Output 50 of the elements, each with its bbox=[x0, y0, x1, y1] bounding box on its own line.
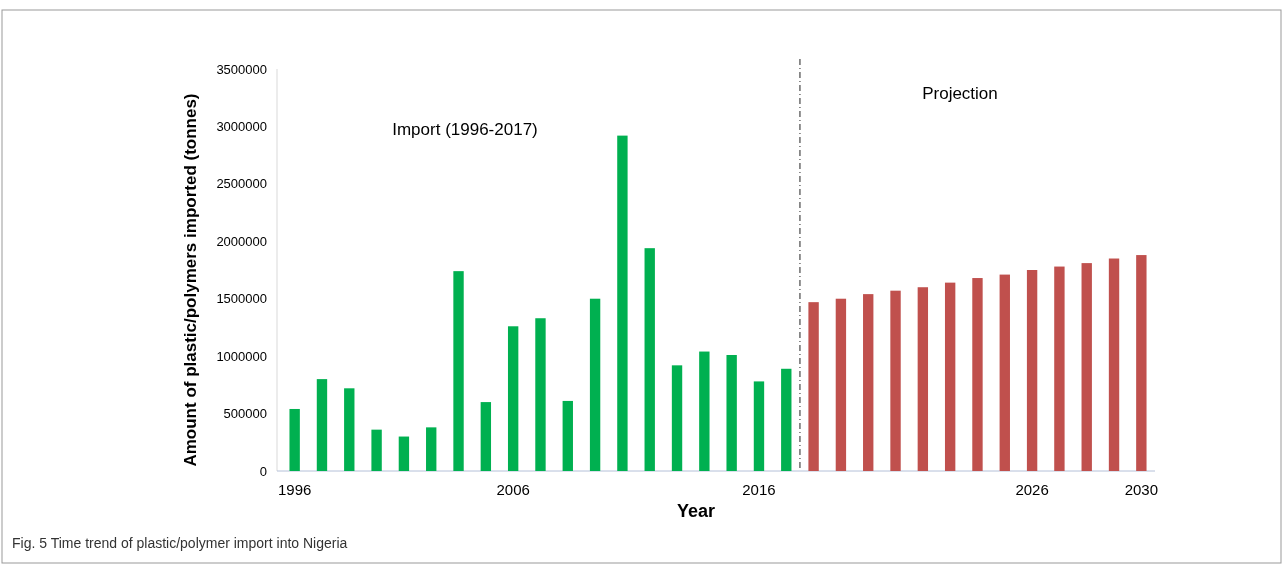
y-tick-label: 3500000 bbox=[216, 61, 267, 77]
bar bbox=[535, 318, 546, 471]
bar bbox=[316, 379, 328, 471]
bar bbox=[644, 248, 655, 471]
y-tick-label: 500000 bbox=[223, 406, 267, 422]
y-tick-label: 0 bbox=[259, 463, 267, 479]
y-tick-label: 1000000 bbox=[216, 348, 267, 364]
bar bbox=[944, 282, 956, 471]
x-tick-label: 2030 bbox=[1124, 481, 1159, 498]
bar bbox=[726, 354, 737, 471]
bar bbox=[507, 326, 519, 471]
y-axis-title: Amount of plastic/polymers imported (tonnes) bbox=[181, 93, 200, 467]
bar bbox=[890, 290, 901, 471]
bar bbox=[1026, 270, 1038, 471]
bar bbox=[808, 302, 819, 471]
bar bbox=[1108, 258, 1120, 471]
x-tick-label: 2006 bbox=[496, 481, 530, 498]
bar bbox=[835, 298, 847, 471]
caption: Fig. 5 Time trend of plastic/polymer import into Nigeria bbox=[12, 535, 348, 551]
x-tick-label: 1996 bbox=[277, 481, 312, 498]
bar bbox=[562, 400, 573, 471]
bar bbox=[617, 135, 628, 471]
bar bbox=[371, 429, 382, 471]
bar bbox=[781, 368, 792, 471]
bar bbox=[1136, 255, 1147, 471]
bar bbox=[699, 351, 710, 471]
bar bbox=[453, 271, 464, 471]
bar bbox=[289, 408, 300, 471]
y-tick-label: 2500000 bbox=[216, 176, 267, 192]
bar bbox=[480, 402, 492, 471]
bar bbox=[972, 278, 983, 471]
y-tick-label: 2000000 bbox=[216, 233, 267, 249]
bar bbox=[589, 298, 601, 471]
bar bbox=[344, 388, 355, 471]
bar bbox=[863, 294, 874, 471]
bar bbox=[1054, 266, 1065, 471]
bar bbox=[671, 365, 683, 471]
bar bbox=[999, 274, 1010, 471]
x-tick-label: 2016 bbox=[742, 481, 776, 498]
bar bbox=[398, 436, 410, 471]
annotation: Import (1996-2017) bbox=[392, 120, 538, 139]
bar bbox=[426, 427, 437, 471]
y-tick-label: 3000000 bbox=[216, 118, 267, 134]
annotation: Projection bbox=[922, 84, 998, 103]
bar bbox=[753, 381, 765, 471]
bar bbox=[917, 287, 929, 471]
x-tick-label: 2026 bbox=[1015, 481, 1049, 498]
x-axis-title: Year bbox=[676, 501, 716, 521]
y-tick-label: 1500000 bbox=[216, 291, 267, 307]
bar bbox=[1081, 263, 1092, 471]
